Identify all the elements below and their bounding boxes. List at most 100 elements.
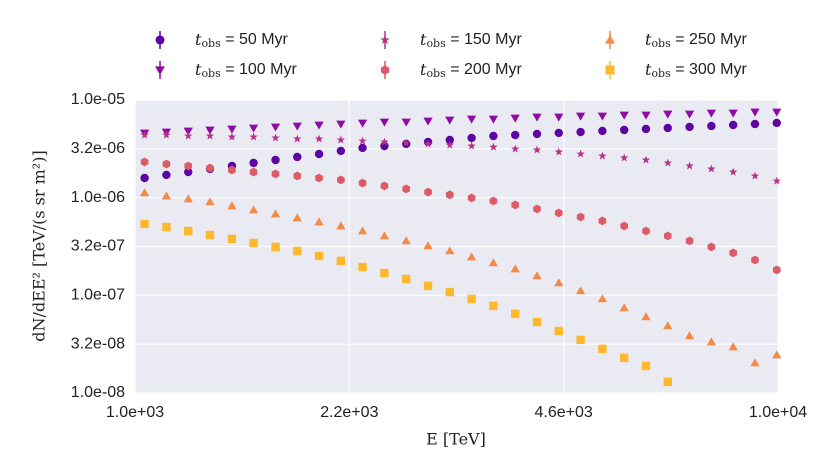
marker — [488, 258, 499, 267]
marker — [155, 35, 165, 45]
marker — [184, 226, 193, 236]
marker — [445, 140, 454, 149]
grid — [134, 99, 779, 394]
marker — [249, 132, 258, 141]
marker — [183, 194, 193, 203]
marker — [772, 118, 781, 128]
marker — [575, 112, 586, 121]
marker — [489, 301, 498, 311]
marker — [293, 171, 302, 181]
marker — [685, 236, 694, 246]
marker — [162, 130, 171, 139]
marker — [510, 309, 520, 319]
marker — [598, 216, 607, 226]
marker — [314, 251, 324, 261]
marker — [271, 169, 280, 179]
marker — [663, 123, 672, 133]
marker — [510, 264, 520, 273]
marker — [358, 136, 367, 145]
marker — [605, 35, 615, 44]
marker — [379, 118, 390, 127]
marker — [489, 142, 498, 151]
marker — [315, 173, 323, 183]
marker — [184, 131, 193, 140]
marker — [270, 123, 281, 132]
marker — [605, 65, 615, 75]
marker — [575, 286, 586, 295]
marker — [598, 126, 607, 136]
marker — [205, 230, 215, 240]
marker — [293, 152, 302, 162]
marker — [271, 155, 280, 165]
marker — [751, 255, 759, 265]
marker — [314, 134, 324, 143]
marker — [685, 122, 694, 132]
marker — [423, 117, 433, 126]
marker — [554, 147, 563, 156]
marker — [489, 131, 498, 141]
marker — [750, 119, 760, 129]
marker — [314, 149, 324, 159]
marker — [728, 342, 738, 351]
marker — [445, 246, 455, 255]
marker — [249, 158, 258, 168]
marker — [597, 112, 608, 121]
marker — [707, 242, 716, 252]
marker — [641, 361, 651, 371]
marker — [162, 170, 171, 180]
marker — [532, 129, 542, 139]
marker — [380, 35, 390, 45]
y-tick-label: 1.0e-05 — [71, 91, 125, 108]
marker — [598, 344, 607, 354]
marker — [750, 358, 760, 367]
legend-item: tobs = 50 Myr — [155, 30, 289, 50]
marker — [467, 133, 476, 143]
marker — [554, 208, 563, 218]
marker — [293, 246, 302, 256]
marker — [554, 278, 564, 287]
marker — [488, 115, 499, 124]
marker — [401, 274, 411, 284]
marker — [707, 121, 716, 131]
legend-item: tobs = 250 Myr — [605, 30, 747, 51]
marker — [663, 321, 673, 330]
marker — [641, 155, 651, 164]
marker — [423, 241, 433, 250]
marker — [227, 125, 237, 134]
legend-label: tobs = 300 Myr — [645, 60, 747, 81]
marker — [576, 127, 585, 137]
marker — [684, 331, 695, 340]
marker — [161, 191, 172, 200]
marker — [249, 167, 258, 177]
marker — [750, 108, 760, 117]
marker — [205, 126, 215, 135]
marker — [445, 287, 454, 297]
marker — [642, 226, 650, 236]
marker — [293, 134, 302, 143]
marker — [641, 124, 651, 134]
legend-label: tobs = 150 Myr — [420, 30, 522, 51]
marker — [380, 137, 389, 146]
marker — [620, 153, 629, 162]
marker — [641, 312, 651, 321]
marker — [510, 114, 520, 123]
marks — [139, 108, 782, 387]
legend-label: tobs = 250 Myr — [645, 30, 747, 51]
marker — [532, 271, 542, 280]
marker — [772, 176, 781, 185]
marker — [206, 163, 214, 173]
marker — [184, 161, 193, 171]
marker — [423, 139, 433, 148]
marker — [336, 120, 346, 129]
marker — [663, 231, 672, 241]
marker — [706, 337, 716, 346]
marker — [772, 108, 782, 117]
marker — [139, 188, 150, 197]
marker — [292, 122, 302, 131]
marker — [205, 131, 215, 140]
marker — [728, 109, 738, 118]
marker — [248, 205, 259, 214]
marker — [532, 145, 542, 154]
marker — [292, 213, 302, 222]
marker — [336, 221, 346, 230]
